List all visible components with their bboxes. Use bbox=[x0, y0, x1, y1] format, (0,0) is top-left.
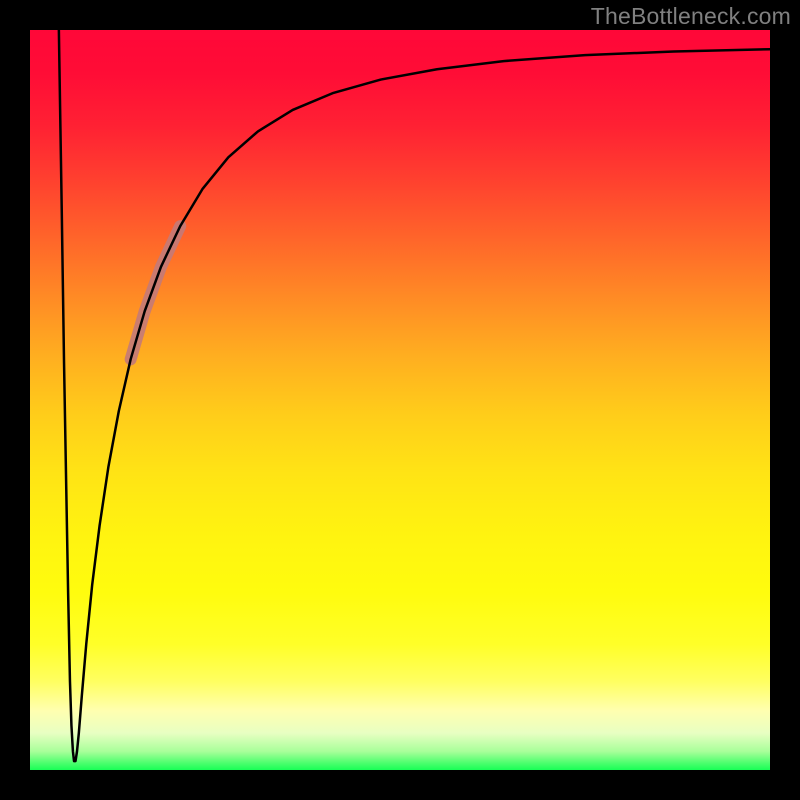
bottleneck-curve-chart bbox=[0, 0, 800, 800]
chart-container: TheBottleneck.com bbox=[0, 0, 800, 800]
chart-gradient-background bbox=[30, 30, 770, 770]
watermark-text: TheBottleneck.com bbox=[591, 3, 791, 30]
